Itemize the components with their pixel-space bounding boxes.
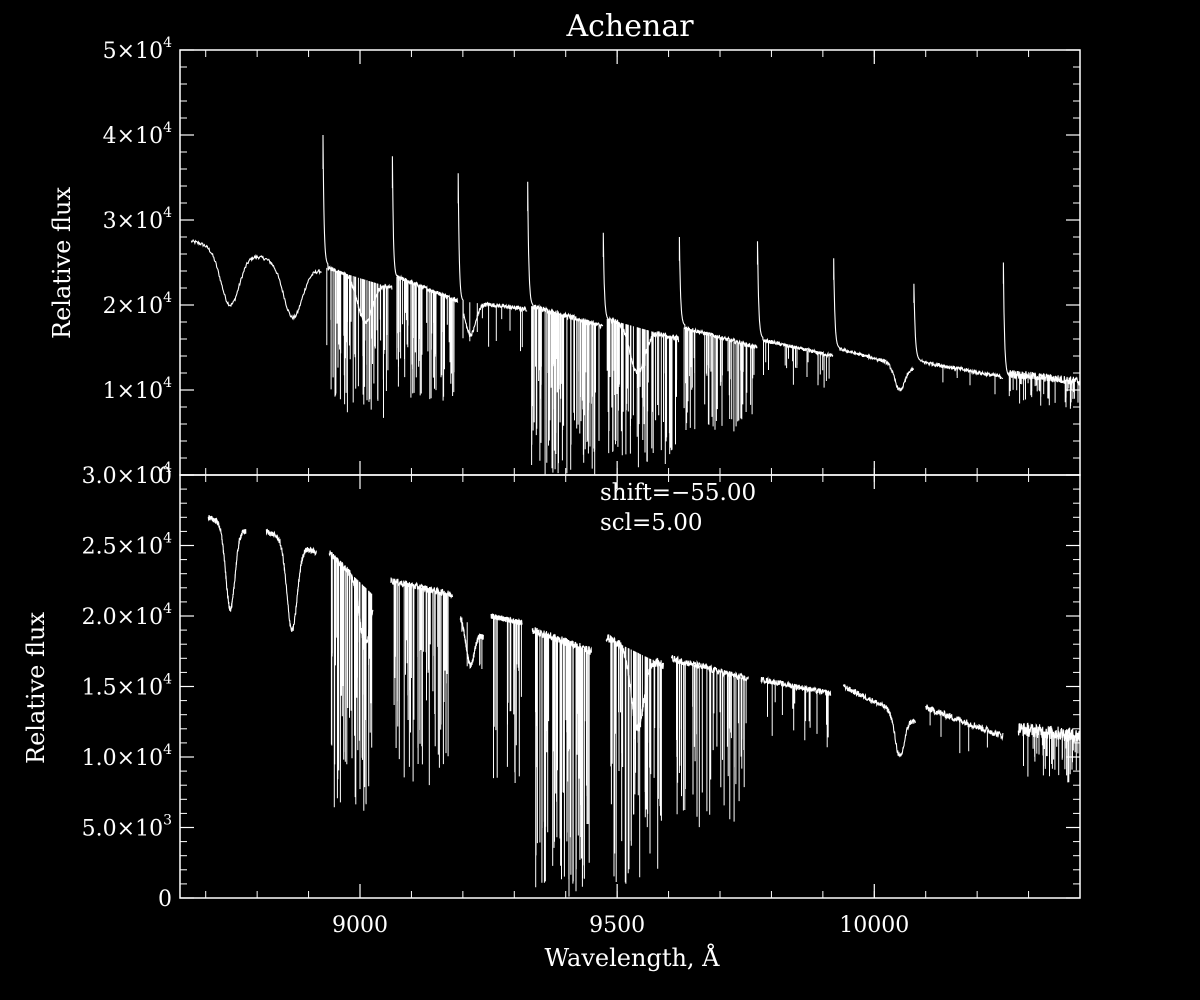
bottom-absorption-lines (493, 616, 522, 783)
bottom-xtick-label: 10000 (839, 913, 909, 938)
bottom-ytick-label: 1.5×104 (82, 672, 172, 701)
top-spectrum-segment (913, 283, 1004, 380)
bottom-ytick-label: 3.0×104 (82, 460, 172, 489)
shift-annotation: shift=−55.00 (600, 480, 756, 506)
bottom-spectrum-segment (1017, 722, 1080, 743)
bottom-spectrum-segment (207, 515, 247, 613)
bottom-absorption-lines (461, 617, 483, 669)
scl-annotation: scl=5.00 (600, 510, 703, 536)
bottom-spectrum-segment (265, 528, 317, 633)
bottom-xlabel: Wavelength, Å (544, 943, 720, 972)
top-spectrum-segment (190, 238, 322, 321)
bottom-absorption-lines (929, 709, 988, 754)
top-ytick-label: 0 (158, 464, 172, 489)
bottom-absorption-lines (767, 680, 829, 748)
bottom-ytick-label: 5.0×103 (82, 813, 172, 842)
bottom-spectrum-segment (390, 577, 454, 599)
top-spectrum-segment (457, 173, 528, 338)
bottom-spectrum-segment (842, 684, 916, 758)
bottom-ylabel: Relative flux (22, 612, 50, 764)
top-absorption-lines (606, 318, 678, 468)
top-absorption-lines (942, 365, 996, 395)
bottom-panel: Relative flux shift=−55.00 scl=5.00 Wave… (22, 460, 1081, 972)
bottom-spectrum-segment (925, 704, 1004, 741)
top-absorption-lines (396, 277, 455, 401)
bottom-absorption-lines (330, 554, 373, 811)
bottom-absorption-lines (393, 581, 449, 786)
top-absorption-lines (683, 327, 755, 432)
top-absorption-lines (326, 267, 389, 418)
top-spectrum-segment (391, 156, 459, 303)
top-absorption-lines (531, 306, 600, 475)
bottom-absorption-lines (676, 659, 747, 828)
top-ytick-label: 4×104 (103, 120, 172, 149)
bottom-ytick-label: 0 (158, 887, 172, 912)
top-absorption-lines (1008, 373, 1079, 409)
top-spectrum-segment (527, 181, 604, 330)
top-absorption-lines (462, 301, 523, 352)
top-absorption-lines (763, 340, 830, 388)
bottom-xtick-label: 9500 (589, 913, 645, 938)
top-spectrum-segment (756, 241, 834, 359)
top-spectrum-segment (833, 258, 914, 392)
top-ytick-label: 5×104 (103, 35, 172, 64)
bottom-absorption-lines (610, 639, 662, 884)
bottom-ytick-label: 2.5×104 (82, 531, 172, 560)
top-ylabel: Relative flux (48, 187, 76, 339)
bottom-ytick-label: 2.0×104 (82, 601, 172, 630)
top-ytick-label: 2×104 (103, 290, 172, 319)
top-ytick-label: 3×104 (103, 205, 172, 234)
bottom-absorption-lines (1023, 729, 1079, 783)
bottom-ytick-label: 1.0×104 (82, 742, 172, 771)
bottom-absorption-lines (535, 631, 590, 897)
bottom-spectrum-segment (760, 676, 832, 696)
top-spectrum-segment (1002, 262, 1080, 386)
figure-title: Achenar (565, 9, 694, 44)
bottom-xtick-label: 9000 (332, 913, 388, 938)
top-panel: Relative flux 0 1×104 2×104 3×104 4×104 5×104 (48, 35, 1081, 489)
top-ytick-label: 1×104 (103, 375, 172, 404)
